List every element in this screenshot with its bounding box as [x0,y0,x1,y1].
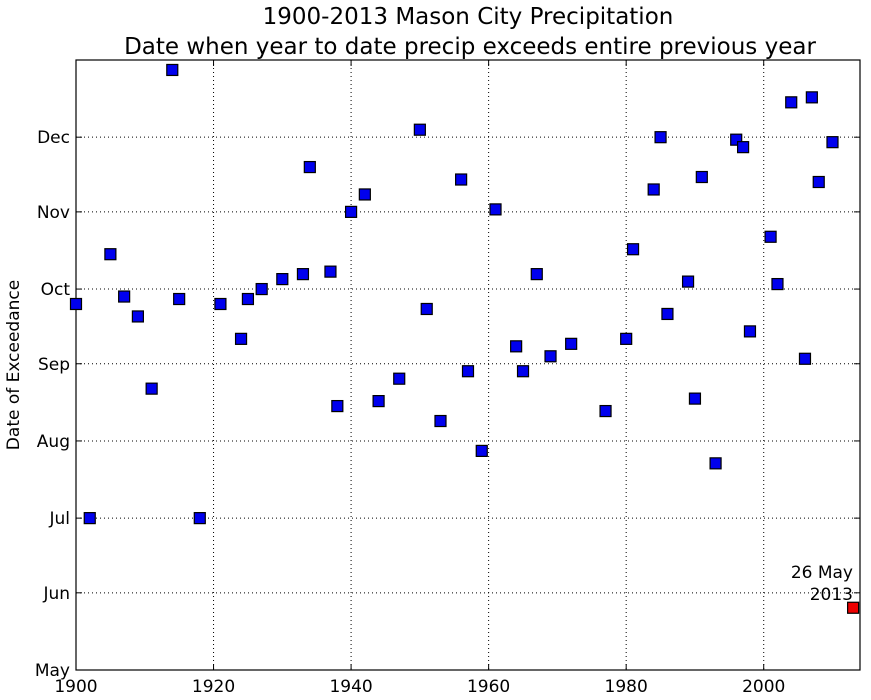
chart-subtitle: Date when year to date precip exceeds en… [124,34,816,60]
data-point [730,133,743,146]
y-tick-label: Oct [41,280,71,300]
data-point [372,395,385,408]
data-point [647,183,660,196]
data-point [695,170,708,184]
data-point [544,350,557,363]
data-point [358,188,371,201]
data-point [455,173,468,186]
plot-frame [75,59,861,671]
data-point [296,268,310,281]
data-point [255,282,268,296]
data-point [420,302,433,316]
data-point [510,340,523,353]
y-axis-label: Date of Exceedance [4,280,24,450]
data-point [69,297,83,311]
data-point [131,310,144,323]
x-tick-label: 1960 [467,677,510,697]
y-tick-label: Nov [37,203,70,223]
data-point [743,325,757,338]
chart-title: 1900-2013 Mason City Precipitation [263,4,674,30]
data-points [69,63,860,614]
data-point [214,297,227,311]
data-point [771,277,784,291]
annotation-date: 26 May [791,563,853,583]
data-point [812,175,825,189]
data-point [736,141,750,154]
x-tick-label: 1920 [192,677,235,697]
data-point [303,160,316,174]
data-point [173,292,186,306]
data-point [193,512,206,525]
y-tick-label: Aug [37,432,70,452]
data-point [241,292,255,306]
data-point [145,382,158,395]
data-point [709,457,722,470]
data-point [805,91,818,104]
data-point [530,268,543,281]
data-point [234,332,248,345]
data-point [516,365,530,378]
y-tick-label: Sep [38,355,70,375]
data-point [413,123,426,136]
data-point [688,392,702,405]
data-point [565,337,578,350]
gridlines [76,60,860,670]
x-tick-label: 1980 [605,677,648,697]
data-point [798,352,812,365]
y-tick-label: Dec [37,128,70,148]
data-point [461,365,475,378]
data-point [620,332,633,345]
axis-ticks: 1900 1920 1940 1960 1980 2000 May Jun Jul Aug Sep O… [35,60,860,697]
data-point [83,512,96,525]
y-tick-label: Jul [48,509,70,529]
highlight-data-point [847,601,860,614]
data-point [344,205,358,218]
data-point [826,136,839,149]
data-point [475,444,488,457]
y-tick-label: Jun [42,584,70,604]
data-point [681,275,695,288]
data-point [661,307,674,321]
data-point [626,243,640,256]
data-point [785,96,798,109]
data-point [331,399,344,413]
data-point [166,63,179,77]
data-point [434,414,447,428]
data-point [276,273,289,286]
x-tick-label: 2000 [742,677,785,697]
y-tick-label: May [35,661,70,681]
data-point [393,372,406,385]
data-point [489,203,502,216]
data-point [118,290,131,303]
x-tick-label: 1900 [54,677,97,697]
data-point [654,131,667,144]
data-point [324,265,337,278]
data-point [764,230,777,243]
data-point [599,404,612,418]
annotation-year: 2013 [810,585,853,605]
data-point [104,248,117,261]
x-tick-label: 1940 [329,677,372,697]
